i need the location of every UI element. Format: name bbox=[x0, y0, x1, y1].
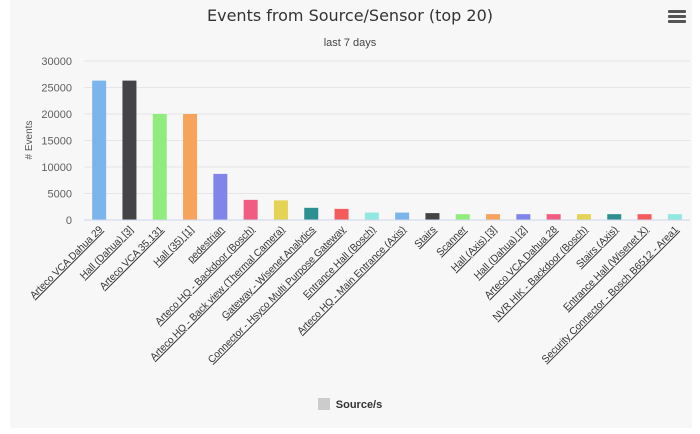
bar[interactable] bbox=[395, 212, 410, 220]
grid-lines bbox=[84, 60, 690, 194]
y-tick-label: 30000 bbox=[41, 56, 72, 68]
bar[interactable] bbox=[122, 80, 137, 220]
legend-swatch bbox=[317, 398, 330, 410]
bar[interactable] bbox=[637, 214, 652, 220]
bar[interactable] bbox=[425, 213, 440, 220]
bar[interactable] bbox=[183, 114, 198, 220]
bar[interactable] bbox=[516, 214, 531, 220]
bar[interactable] bbox=[213, 173, 228, 220]
chart-title: Events from Source/Sensor (top 20) bbox=[207, 6, 493, 25]
y-tick-label: 15000 bbox=[41, 136, 72, 148]
bar-series bbox=[92, 80, 682, 220]
bar[interactable] bbox=[243, 199, 258, 220]
y-tick-label: 20000 bbox=[41, 109, 72, 121]
x-tick-label[interactable]: Hall (Dahua) [3] bbox=[78, 224, 135, 281]
bar[interactable] bbox=[455, 214, 470, 220]
bar[interactable] bbox=[273, 200, 288, 220]
chart-subtitle: last 7 days bbox=[323, 37, 377, 49]
bar[interactable] bbox=[364, 212, 379, 220]
y-tick-label: 10000 bbox=[41, 162, 72, 174]
bar[interactable] bbox=[334, 208, 349, 220]
bar[interactable] bbox=[576, 214, 591, 220]
y-axis-tick-labels: 0 5000 10000 15000 20000 25000 30000 bbox=[41, 56, 72, 227]
bar[interactable] bbox=[546, 214, 561, 220]
legend-label: Source/s bbox=[335, 399, 383, 411]
bar[interactable] bbox=[92, 80, 107, 220]
bar[interactable] bbox=[486, 214, 501, 220]
x-tick-label[interactable]: Stairs bbox=[413, 224, 439, 250]
bar[interactable] bbox=[304, 207, 319, 220]
y-axis-label: # Events bbox=[24, 121, 35, 160]
bar[interactable] bbox=[607, 214, 622, 220]
hamburger-menu-icon[interactable] bbox=[667, 8, 687, 26]
y-tick-label: 0 bbox=[66, 215, 72, 227]
y-tick-label: 5000 bbox=[48, 189, 72, 201]
bar[interactable] bbox=[152, 114, 167, 220]
legend[interactable]: Source/s bbox=[0, 398, 700, 411]
x-tick-label[interactable]: Hall (Dahua) [2] bbox=[472, 224, 529, 281]
bar[interactable] bbox=[667, 214, 682, 220]
y-tick-label: 25000 bbox=[41, 83, 72, 95]
